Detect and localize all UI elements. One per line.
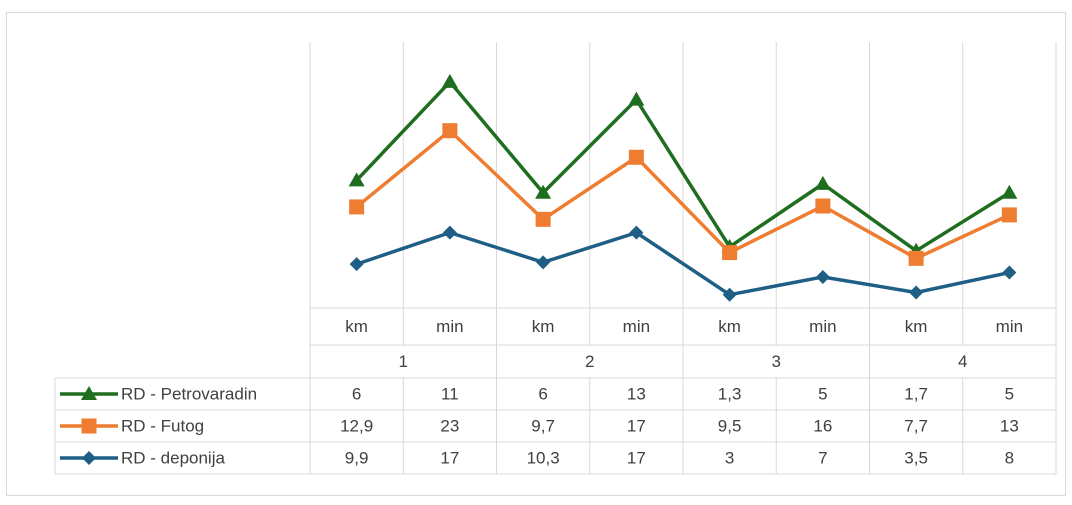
marker — [628, 91, 645, 106]
group-label: 4 — [958, 352, 967, 371]
marker — [628, 149, 644, 165]
table-cell: 12,9 — [340, 416, 373, 435]
marker — [1002, 265, 1017, 280]
marker — [629, 225, 644, 240]
table-cell: 7 — [818, 448, 827, 467]
series-line — [355, 128, 1011, 261]
legend-marker — [81, 386, 97, 400]
table-cell: 6 — [352, 384, 361, 403]
x-tick-label: min — [809, 317, 836, 336]
table-cell: 8 — [1005, 448, 1014, 467]
table-cell: 9,9 — [345, 448, 369, 467]
table-cell: 1,3 — [718, 384, 742, 403]
x-tick-label: km — [718, 317, 741, 336]
marker — [348, 172, 365, 187]
marker — [909, 285, 924, 300]
table-cell: 1,7 — [904, 384, 928, 403]
marker — [349, 257, 364, 272]
marker — [349, 199, 365, 215]
chart-border — [6, 12, 1066, 496]
series-line — [356, 230, 1010, 297]
table-cell: 13 — [627, 384, 646, 403]
marker — [815, 269, 830, 284]
legend-marker — [82, 451, 96, 465]
legend-label: RD - Futog — [121, 416, 204, 435]
x-tick-label: km — [532, 317, 555, 336]
legend-label: RD - deponija — [121, 448, 225, 467]
marker — [1001, 184, 1018, 199]
marker — [442, 225, 457, 240]
table-cell: 3 — [725, 448, 734, 467]
series-line — [355, 80, 1011, 253]
marker — [536, 255, 551, 270]
table-cell: 16 — [813, 416, 832, 435]
marker — [442, 123, 458, 139]
marker — [814, 175, 831, 190]
table-cell: 5 — [818, 384, 827, 403]
x-tick-label: min — [623, 317, 650, 336]
marker — [815, 198, 831, 214]
table-cell: 11 — [441, 384, 459, 403]
table-cell: 6 — [538, 384, 547, 403]
table-cell: 5 — [1005, 384, 1014, 403]
marker — [441, 73, 458, 88]
table-cell: 13 — [1000, 416, 1019, 435]
table-cell: 17 — [627, 416, 646, 435]
table-cell: 3,5 — [904, 448, 928, 467]
marker — [722, 287, 737, 302]
table-cell: 17 — [627, 448, 646, 467]
x-tick-label: km — [345, 317, 368, 336]
legend-marker — [81, 418, 97, 434]
group-label: 2 — [585, 352, 594, 371]
x-tick-label: min — [436, 317, 463, 336]
table-cell: 7,7 — [904, 416, 928, 435]
table-cell: 9,7 — [531, 416, 555, 435]
table-cell: 10,3 — [527, 448, 560, 467]
table-cell: 17 — [440, 448, 459, 467]
table-cell: 23 — [440, 416, 459, 435]
group-label: 3 — [772, 352, 781, 371]
marker — [535, 184, 552, 199]
marker — [908, 250, 924, 266]
marker — [722, 245, 738, 261]
marker — [1001, 207, 1017, 223]
legend-label: RD - Petrovaradin — [121, 384, 257, 403]
group-label: 1 — [399, 352, 408, 371]
marker — [535, 211, 551, 227]
x-tick-label: min — [996, 317, 1023, 336]
x-tick-label: km — [905, 317, 928, 336]
table-cell: 9,5 — [718, 416, 742, 435]
